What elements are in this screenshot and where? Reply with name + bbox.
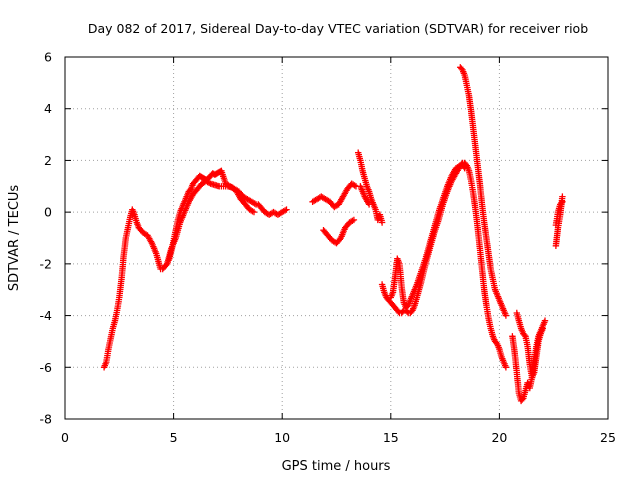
data-point <box>350 216 358 224</box>
y-tick-label: -6 <box>40 360 53 375</box>
data-point <box>559 198 566 205</box>
y-tick-label: -8 <box>40 412 53 427</box>
data-point <box>455 163 463 170</box>
y-tick-label: 4 <box>44 101 52 116</box>
y-tick-label: 2 <box>44 153 52 168</box>
series-track-9 <box>457 64 510 319</box>
data-point <box>502 364 510 371</box>
data-point <box>378 219 386 226</box>
data-point <box>365 201 373 208</box>
y-tick-label: 0 <box>44 205 52 220</box>
data-point <box>205 179 213 186</box>
series-track-4 <box>320 216 358 247</box>
data-point <box>251 200 258 207</box>
data-point <box>502 312 510 319</box>
data-point <box>351 182 358 189</box>
series-track-10 <box>461 159 510 371</box>
y-axis-label: SDTVAR / TECUs <box>7 185 22 292</box>
y-tick-label: 6 <box>44 50 52 65</box>
x-tick-label: 20 <box>491 430 507 445</box>
data-point <box>558 199 565 207</box>
x-axis-label: GPS time / hours <box>282 459 391 474</box>
data-point <box>283 206 290 213</box>
series-track-8 <box>387 162 464 311</box>
data-point <box>539 325 546 332</box>
x-tick-label: 25 <box>600 430 616 445</box>
series-track-6 <box>357 183 373 208</box>
series-track-14 <box>552 198 566 229</box>
data-point <box>541 317 549 324</box>
series-track-2 <box>163 177 258 268</box>
data-point <box>250 208 258 216</box>
y-tick-label: -4 <box>40 308 53 323</box>
x-tick-label: 10 <box>274 430 290 445</box>
y-tick-label: -2 <box>40 256 52 271</box>
x-tick-label: 15 <box>383 430 399 445</box>
x-tick-label: 5 <box>170 430 178 445</box>
series-track-3 <box>309 180 360 211</box>
x-tick-label: 0 <box>61 430 69 445</box>
data-points <box>100 64 566 405</box>
axis-ticks: 0 5 10 15 20 25 -8 -6 -4 -2 0 2 4 6 <box>40 50 616 446</box>
chart-title: Day 082 of 2017, Sidereal Day-to-day VTE… <box>88 21 588 36</box>
data-point <box>281 207 289 214</box>
data-point <box>521 331 528 339</box>
series-track-12 <box>513 309 546 381</box>
data-point <box>457 162 464 169</box>
plot-frame <box>64 56 609 420</box>
